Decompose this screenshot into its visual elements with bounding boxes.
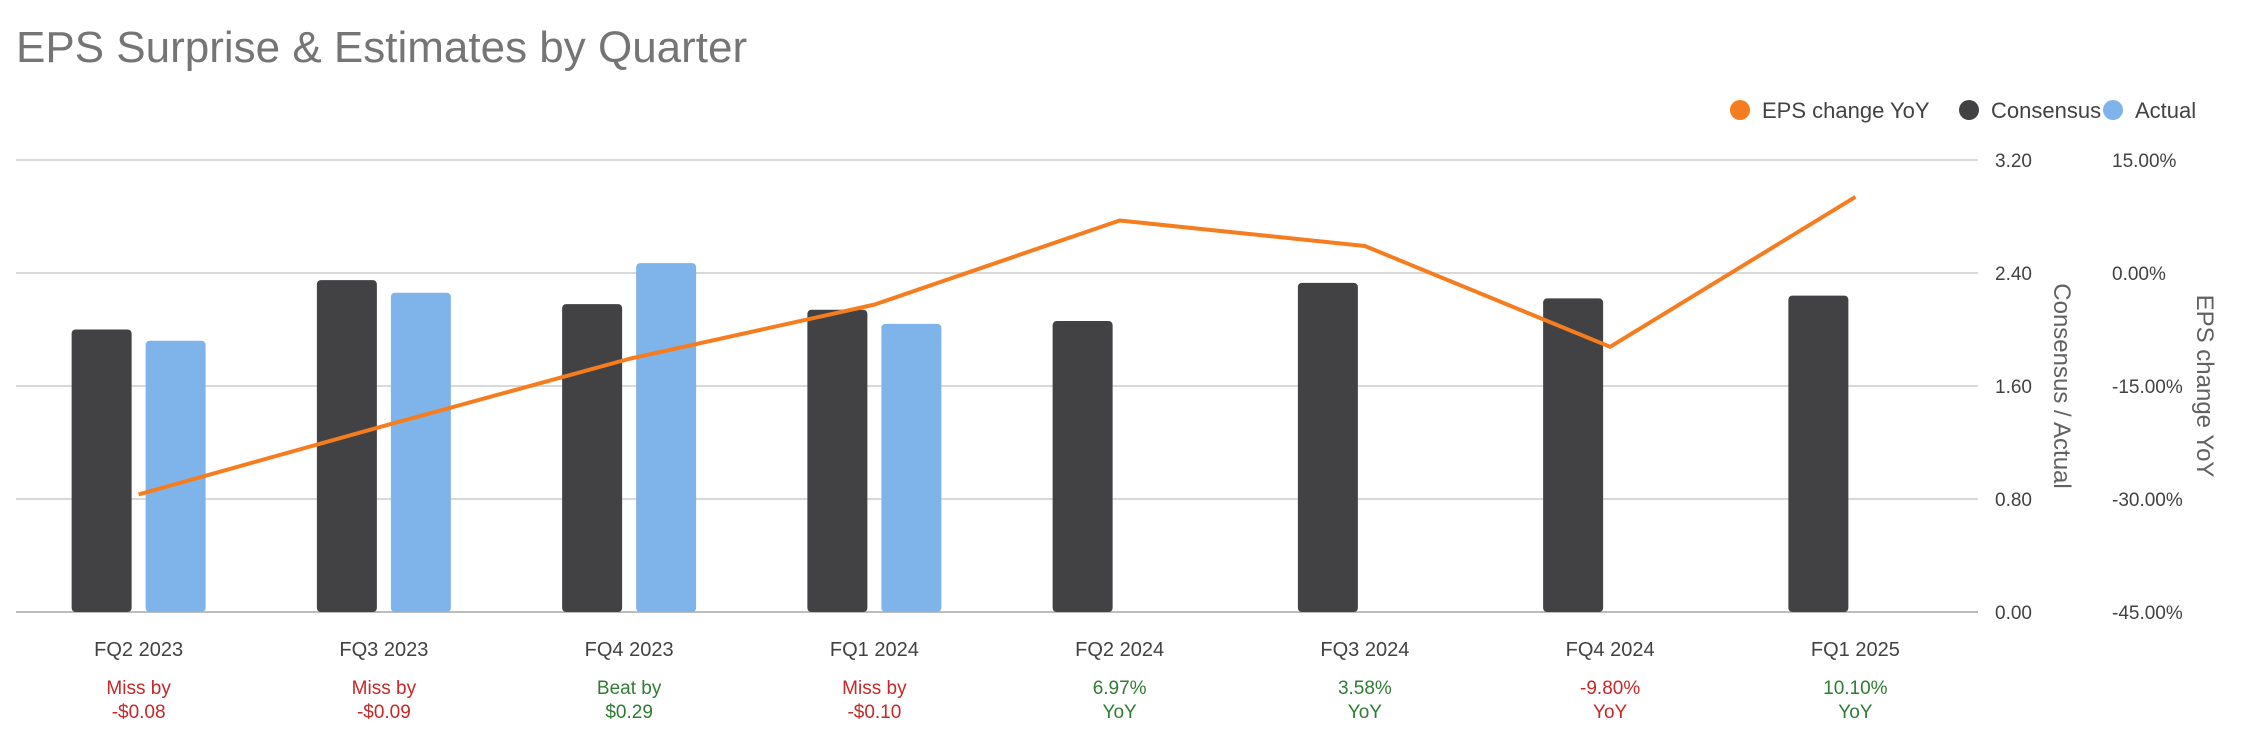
legend-dot-eps-change xyxy=(1730,100,1750,120)
category-label: FQ1 2024 xyxy=(830,639,919,661)
chart-title: EPS Surprise & Estimates by Quarter xyxy=(16,23,747,72)
surprise-label-line1: -9.80% xyxy=(1580,678,1640,699)
surprise-label-line2: YoY xyxy=(1103,702,1137,723)
surprise-label-line2: $0.29 xyxy=(605,702,653,723)
gridlines xyxy=(16,159,1978,613)
right-axis-title: EPS change YoY xyxy=(2191,295,2218,478)
category-label: FQ1 2025 xyxy=(1811,639,1900,661)
right-axis-ticks: 15.00% 0.00% -15.00% -30.00% -45.00% xyxy=(2112,151,2183,624)
actual-bar[interactable] xyxy=(390,292,451,612)
surprise-label-line2: -$0.08 xyxy=(112,702,166,723)
surprise-label-line2: YoY xyxy=(1348,702,1382,723)
actual-bar[interactable] xyxy=(145,340,206,612)
legend-dot-consensus xyxy=(1959,100,1979,120)
surprise-label-line2: YoY xyxy=(1838,702,1872,723)
left-axis-title: Consensus / Actual xyxy=(2048,283,2075,488)
category-label: FQ4 2024 xyxy=(1566,639,1655,661)
legend-label-eps-change: EPS change YoY xyxy=(1762,98,1930,123)
surprise-label-line1: Miss by xyxy=(106,678,171,699)
category-label: FQ3 2024 xyxy=(1320,639,1409,661)
left-axis-ticks: 3.20 2.40 1.60 0.80 0.00 xyxy=(1995,151,2032,624)
surprise-label-line2: YoY xyxy=(1593,702,1627,723)
surprise-labels: Miss by -$0.08 Miss by -$0.09 Beat by $0.29 Mi… xyxy=(106,678,1887,723)
right-tick-label: -30.00% xyxy=(2112,490,2183,511)
category-label: FQ4 2023 xyxy=(585,639,674,661)
left-tick-label: 0.00 xyxy=(1995,603,2032,624)
surprise-label-line1: Miss by xyxy=(352,678,417,699)
legend-label-actual: Actual xyxy=(2135,98,2196,123)
category-label: FQ2 2023 xyxy=(94,639,183,661)
left-tick-label: 3.20 xyxy=(1995,151,2032,172)
surprise-label-line1: Beat by xyxy=(597,678,662,699)
actual-bar[interactable] xyxy=(881,323,942,612)
surprise-label-line1: 6.97% xyxy=(1093,678,1147,699)
surprise-label-line2: -$0.10 xyxy=(847,702,901,723)
legend: EPS change YoY Consensus Actual xyxy=(1730,98,2196,123)
left-tick-label: 1.60 xyxy=(1995,377,2032,398)
surprise-label-line2: -$0.09 xyxy=(357,702,411,723)
consensus-bar[interactable] xyxy=(71,329,132,613)
surprise-label-line1: Miss by xyxy=(842,678,907,699)
consensus-bar[interactable] xyxy=(562,304,623,612)
category-label: FQ2 2024 xyxy=(1075,639,1164,661)
legend-item-consensus[interactable]: Consensus xyxy=(1959,98,2101,123)
consensus-bar[interactable] xyxy=(316,280,377,612)
right-tick-label: -15.00% xyxy=(2112,377,2183,398)
legend-dot-actual xyxy=(2103,100,2123,120)
eps-change-polyline[interactable] xyxy=(138,195,1857,497)
actual-bar[interactable] xyxy=(636,263,697,612)
surprise-label-line1: 3.58% xyxy=(1338,678,1392,699)
consensus-bar[interactable] xyxy=(1543,298,1604,612)
left-tick-label: 0.80 xyxy=(1995,490,2032,511)
legend-item-eps-change[interactable]: EPS change YoY xyxy=(1730,98,1930,123)
left-tick-label: 2.40 xyxy=(1995,264,2032,285)
category-labels: FQ2 2023 FQ3 2023 FQ4 2023 FQ1 2024 FQ2 2024… xyxy=(94,639,1900,661)
bars xyxy=(71,263,1849,613)
consensus-bar[interactable] xyxy=(1052,321,1113,612)
category-label: FQ3 2023 xyxy=(339,639,428,661)
legend-label-consensus: Consensus xyxy=(1991,98,2101,123)
right-tick-label: 15.00% xyxy=(2112,151,2177,172)
surprise-label-line1: 10.10% xyxy=(1823,678,1888,699)
consensus-bar[interactable] xyxy=(807,309,868,612)
eps-change-line xyxy=(138,195,1857,497)
consensus-bar[interactable] xyxy=(1788,295,1849,612)
right-tick-label: -45.00% xyxy=(2112,603,2183,624)
consensus-bar[interactable] xyxy=(1297,282,1358,612)
right-tick-label: 0.00% xyxy=(2112,264,2166,285)
legend-item-actual[interactable]: Actual xyxy=(2103,98,2196,123)
